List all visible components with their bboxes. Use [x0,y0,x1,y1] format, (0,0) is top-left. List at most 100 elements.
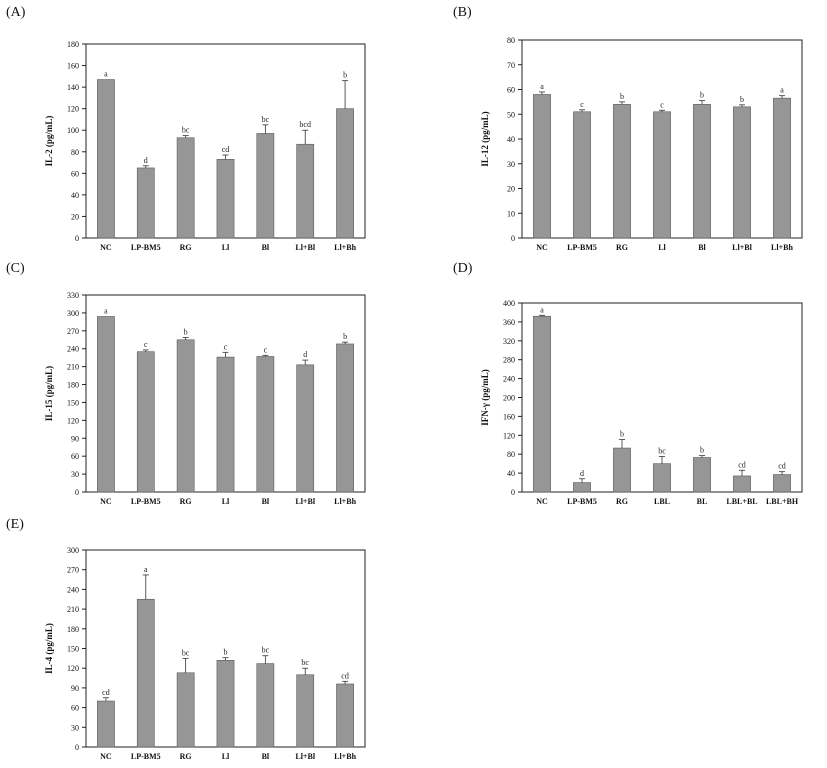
y-tick-label: 280 [503,356,515,365]
y-tick-label: 210 [67,605,79,614]
significance-letter: b [620,92,624,101]
y-tick-label: 270 [67,566,79,575]
x-category-label: LP-BM5 [131,752,161,761]
x-category-label: Ll+Bl [295,243,315,252]
bar [733,106,751,239]
y-tick-label: 70 [507,61,515,70]
x-category-label: LP-BM5 [567,497,597,506]
significance-letter: c [660,100,664,109]
x-category-label: Bl [262,752,270,761]
x-category-label: NC [536,497,548,506]
x-category-label: RG [180,497,192,506]
bar [613,104,631,239]
y-tick-label: 30 [71,723,79,732]
bar [533,315,551,493]
significance-letter: b [184,327,188,336]
y-tick-label: 80 [71,148,79,157]
bar [256,356,275,493]
y-tick-label: 180 [67,381,79,390]
x-category-label: NC [100,243,112,252]
significance-letter: a [104,70,108,79]
significance-letter: bc [262,646,270,655]
x-category-label: Ll+Bl [732,243,752,252]
y-tick-label: 400 [503,299,515,308]
x-category-label: RG [616,243,628,252]
y-tick-label: 120 [503,431,515,440]
y-axis-label: IL-12 (pg/mL) [480,111,490,166]
y-tick-label: 50 [507,110,515,119]
significance-letter: a [144,565,148,574]
significance-letter: b [700,91,704,100]
bar [613,447,631,493]
significance-letter: bc [262,115,270,124]
y-tick-label: 240 [67,345,79,354]
y-tick-label: 90 [71,434,79,443]
x-category-label: LBL+BL [726,497,757,506]
y-tick-label: 0 [511,234,515,243]
bar [653,111,671,239]
significance-letter: b [343,71,347,80]
bar [136,598,155,748]
bar [296,143,315,239]
bar [653,463,671,493]
y-tick-label: 20 [71,212,79,221]
significance-letter: bc [182,126,190,135]
bar [97,700,115,748]
significance-letter: d [580,469,584,478]
bar [773,474,791,493]
bar [176,339,195,493]
x-category-label: Ll+Bh [334,752,356,761]
significance-letter: cd [341,671,349,680]
y-tick-label: 120 [67,105,79,114]
x-category-label: LP-BM5 [131,497,161,506]
y-tick-label: 60 [71,169,79,178]
x-category-label: NC [536,243,548,252]
bar [296,674,315,748]
y-tick-label: 360 [503,318,515,327]
bar [176,672,195,748]
x-category-label: RG [616,497,628,506]
y-tick-label: 40 [507,135,515,144]
bar [216,356,235,493]
bar [336,683,354,748]
significance-letter: bc [301,658,309,667]
bar [97,79,115,239]
significance-letter: a [780,86,784,95]
bar [533,94,551,239]
significance-letter: b [700,446,704,455]
y-tick-label: 150 [67,398,79,407]
il2-bar-chart: 0 20 40 60 80 100 120 140 160 180 IL-2 (pg/mL) a NC d… [44,40,366,252]
panel-c: (C) 0 30 60 90 120 150 180 210 240 270 300 330 IL-15… [0,256,410,516]
bar [256,133,275,239]
significance-letter: a [540,305,544,314]
significance-letter: b [343,332,347,341]
significance-letter: c [580,100,584,109]
bar [256,663,275,748]
y-tick-label: 120 [67,416,79,425]
y-tick-label: 60 [507,86,515,95]
y-tick-label: 270 [67,327,79,336]
y-tick-label: 90 [71,684,79,693]
panel-d: (D) 0 40 80 120 160 200 240 280 320 360 400 IFN-γ (… [417,256,827,516]
significance-letter: bc [658,447,666,456]
significance-letter: d [303,350,307,359]
x-category-label: Ll [222,752,230,761]
x-category-label: Ll+Bh [771,243,793,252]
y-tick-label: 160 [67,62,79,71]
significance-letter: bc [182,648,190,657]
panel-label: (A) [6,5,26,20]
y-tick-label: 30 [71,470,79,479]
significance-letter: cd [738,460,746,469]
y-tick-label: 40 [71,191,79,200]
x-category-label: LBL [654,497,670,506]
bar [773,97,791,239]
bar [216,660,235,748]
y-tick-label: 0 [75,234,79,243]
y-axis-label: IFN-γ (pg/mL) [480,369,490,425]
y-tick-label: 180 [67,40,79,49]
y-axis-label: IL-2 (pg/mL) [44,116,54,167]
y-tick-label: 20 [507,185,515,194]
y-axis-label: IL-4 (pg/mL) [44,623,54,674]
bar [693,104,711,239]
bar [136,167,155,239]
